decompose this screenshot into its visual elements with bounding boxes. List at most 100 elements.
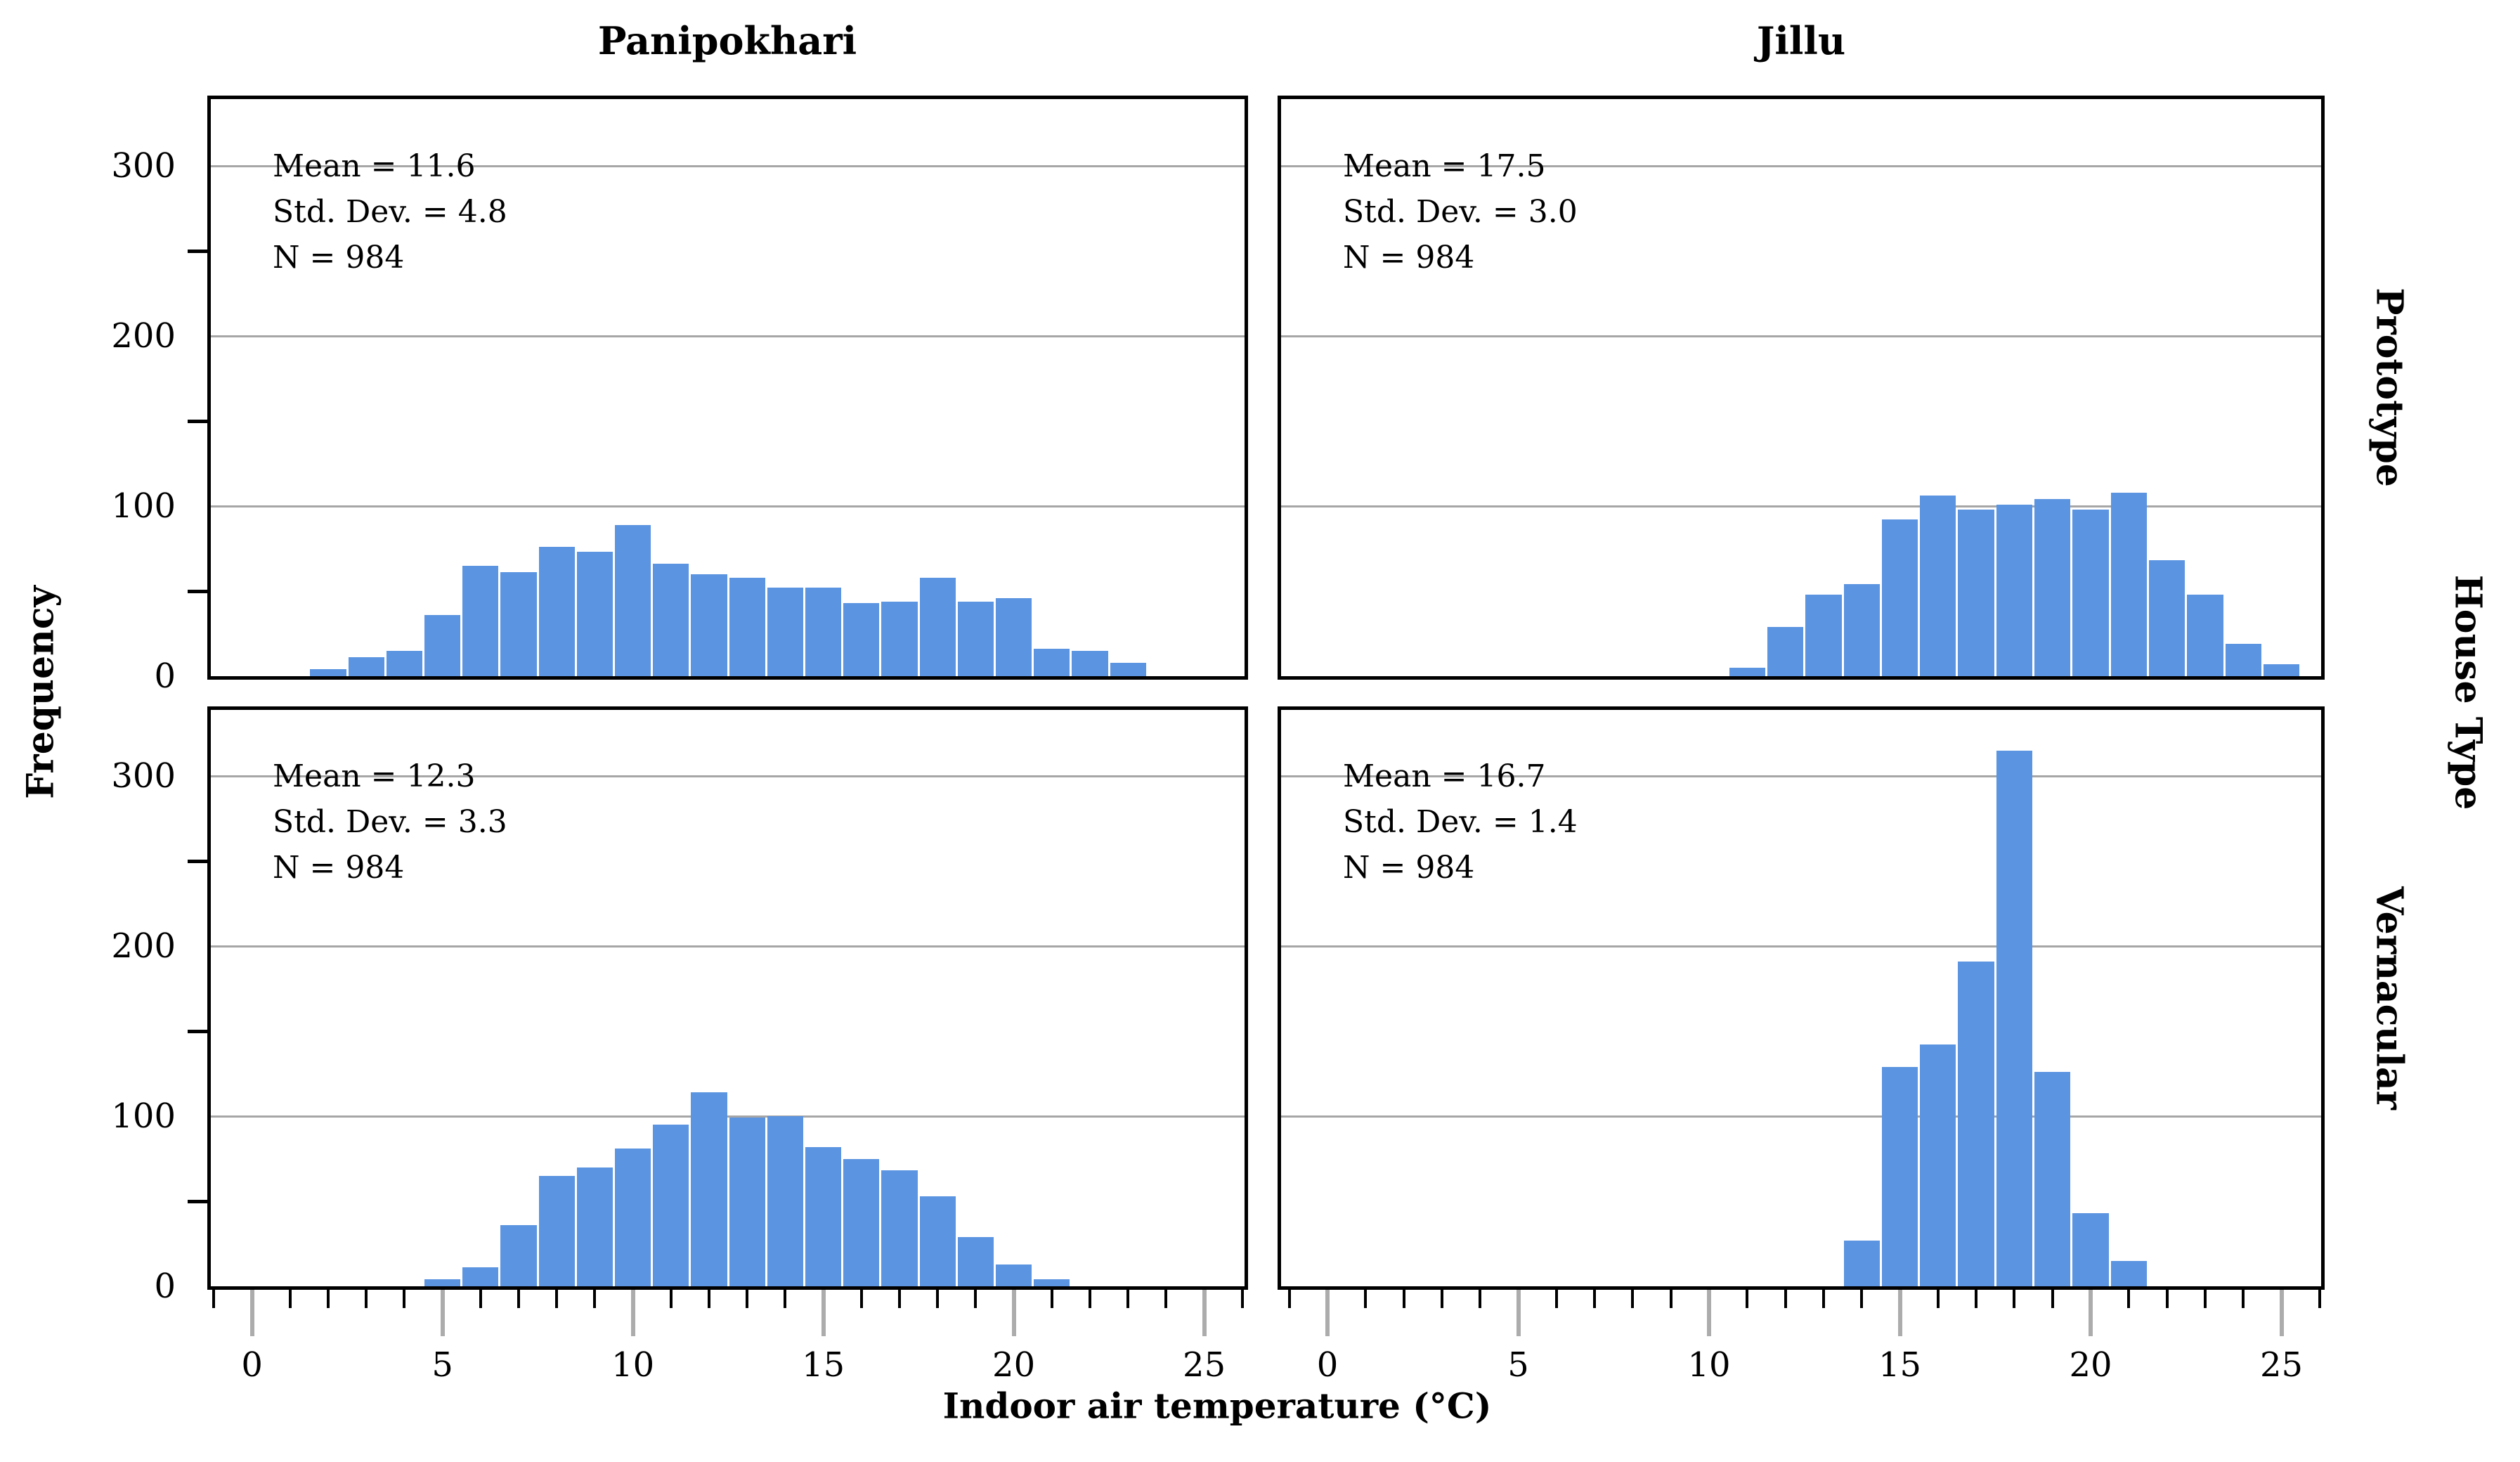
histogram-bar (957, 601, 994, 676)
histogram-bar (1958, 961, 1994, 1286)
histogram-bar (2148, 560, 2185, 676)
histogram-bar (500, 1224, 537, 1286)
x-tick-label: 5 (1507, 1345, 1529, 1385)
x-minor-tick (517, 1290, 520, 1308)
annotation-line: N = 984 (273, 240, 405, 276)
histogram-bar (1996, 504, 2033, 676)
histogram-bar (729, 577, 765, 676)
annotation-line: Std. Dev. = 4.8 (273, 194, 507, 230)
y-minor-tick (188, 1199, 207, 1203)
x-minor-tick (1240, 1290, 1244, 1308)
x-major-tick (2089, 1290, 2093, 1336)
histogram-bar (538, 1175, 575, 1286)
gridline-300 (1281, 164, 2321, 167)
y-tick-label: 200 (111, 926, 176, 966)
histogram-bar (691, 1092, 727, 1286)
histogram-bar (996, 597, 1032, 676)
column-title-panipokhari: Panipokhari (597, 18, 857, 63)
histogram-bar (1920, 496, 1956, 676)
gridline-200 (1281, 335, 2321, 337)
x-minor-tick (1126, 1290, 1130, 1308)
x-minor-tick (288, 1290, 292, 1308)
histogram-bar (881, 1170, 918, 1286)
x-major-tick (1897, 1290, 1902, 1336)
x-tick-label: 0 (1316, 1345, 1339, 1385)
x-major-tick (1202, 1290, 1207, 1336)
x-minor-tick (1746, 1290, 1749, 1308)
histogram-bar (729, 1118, 765, 1286)
histogram-bar (1034, 1279, 1070, 1286)
histogram-bar (957, 1236, 994, 1286)
histogram-bar (615, 524, 651, 676)
histogram-bar (1729, 667, 1765, 676)
annotation-line: Std. Dev. = 3.3 (273, 804, 507, 840)
x-tick-label: 20 (992, 1345, 1036, 1385)
histogram-bar (348, 657, 384, 676)
x-minor-tick (1631, 1290, 1635, 1308)
histogram-bar (1072, 650, 1108, 676)
x-minor-tick (1669, 1290, 1673, 1308)
histogram-bar (576, 1167, 613, 1286)
x-minor-tick (2203, 1290, 2207, 1308)
histogram-bar (462, 565, 499, 676)
histogram-bar (2110, 1260, 2147, 1286)
y-minor-tick (188, 859, 207, 863)
panel-annotation: Mean = 11.6 Std. Dev. = 4.8 N = 984 (273, 143, 507, 280)
x-minor-tick (1050, 1290, 1053, 1308)
annotation-line: Std. Dev. = 3.0 (1343, 194, 1578, 230)
histogram-bar (767, 588, 803, 676)
x-tick-label: 20 (2069, 1345, 2112, 1385)
x-major-tick (440, 1290, 445, 1336)
histogram-bar (881, 601, 918, 676)
x-minor-tick (403, 1290, 406, 1308)
annotation-line: Mean = 16.7 (1343, 758, 1546, 794)
panel-1-0 (207, 706, 1248, 1290)
histogram-bar (424, 1279, 461, 1286)
histogram-bar (2263, 664, 2300, 676)
x-minor-tick (1479, 1290, 1482, 1308)
histogram-bar (310, 669, 346, 676)
x-minor-tick (1593, 1290, 1597, 1308)
histogram-bar (615, 1148, 651, 1286)
histogram-bar (2187, 594, 2223, 676)
histogram-bar (996, 1264, 1032, 1286)
y-tick-label: 100 (111, 1096, 176, 1136)
x-minor-tick (1821, 1290, 1825, 1308)
x-minor-tick (1364, 1290, 1368, 1308)
annotation-line: Mean = 12.3 (273, 758, 476, 794)
row-label-vernacular: Vernacular (2368, 886, 2411, 1110)
x-minor-tick (859, 1290, 863, 1308)
annotation-line: Mean = 17.5 (1343, 148, 1546, 184)
histogram-bar (1110, 662, 1146, 676)
x-minor-tick (1440, 1290, 1443, 1308)
x-major-tick (821, 1290, 826, 1336)
histogram-bar (767, 1116, 803, 1286)
x-tick-label: 15 (1878, 1345, 1922, 1385)
y-minor-tick (188, 419, 207, 423)
x-minor-tick (2242, 1290, 2245, 1308)
histogram-bar (2072, 1212, 2109, 1286)
gridline-100 (1281, 505, 2321, 507)
histogram-bar (653, 564, 689, 676)
x-minor-tick (669, 1290, 673, 1308)
histogram-bar (1881, 519, 1918, 676)
histogram-bar (1920, 1044, 1956, 1286)
x-minor-tick (555, 1290, 559, 1308)
gridline-200 (211, 335, 1245, 337)
panel-annotation: Mean = 16.7 Std. Dev. = 1.4 N = 984 (1343, 753, 1578, 891)
x-tick-label: 0 (241, 1345, 263, 1385)
x-minor-tick (1860, 1290, 1864, 1308)
x-minor-tick (974, 1290, 978, 1308)
gridline-100 (1281, 1115, 2321, 1118)
x-major-tick (1011, 1290, 1016, 1336)
x-minor-tick (2318, 1290, 2321, 1308)
x-minor-tick (2165, 1290, 2169, 1308)
histogram-bar (2225, 644, 2261, 676)
x-minor-tick (936, 1290, 940, 1308)
x-major-tick (1325, 1290, 1330, 1336)
histogram-bar (1958, 509, 1994, 676)
x-tick-label: 10 (1687, 1345, 1731, 1385)
histogram-bar (500, 572, 537, 676)
x-minor-tick (708, 1290, 710, 1308)
histogram-bar (576, 552, 613, 676)
